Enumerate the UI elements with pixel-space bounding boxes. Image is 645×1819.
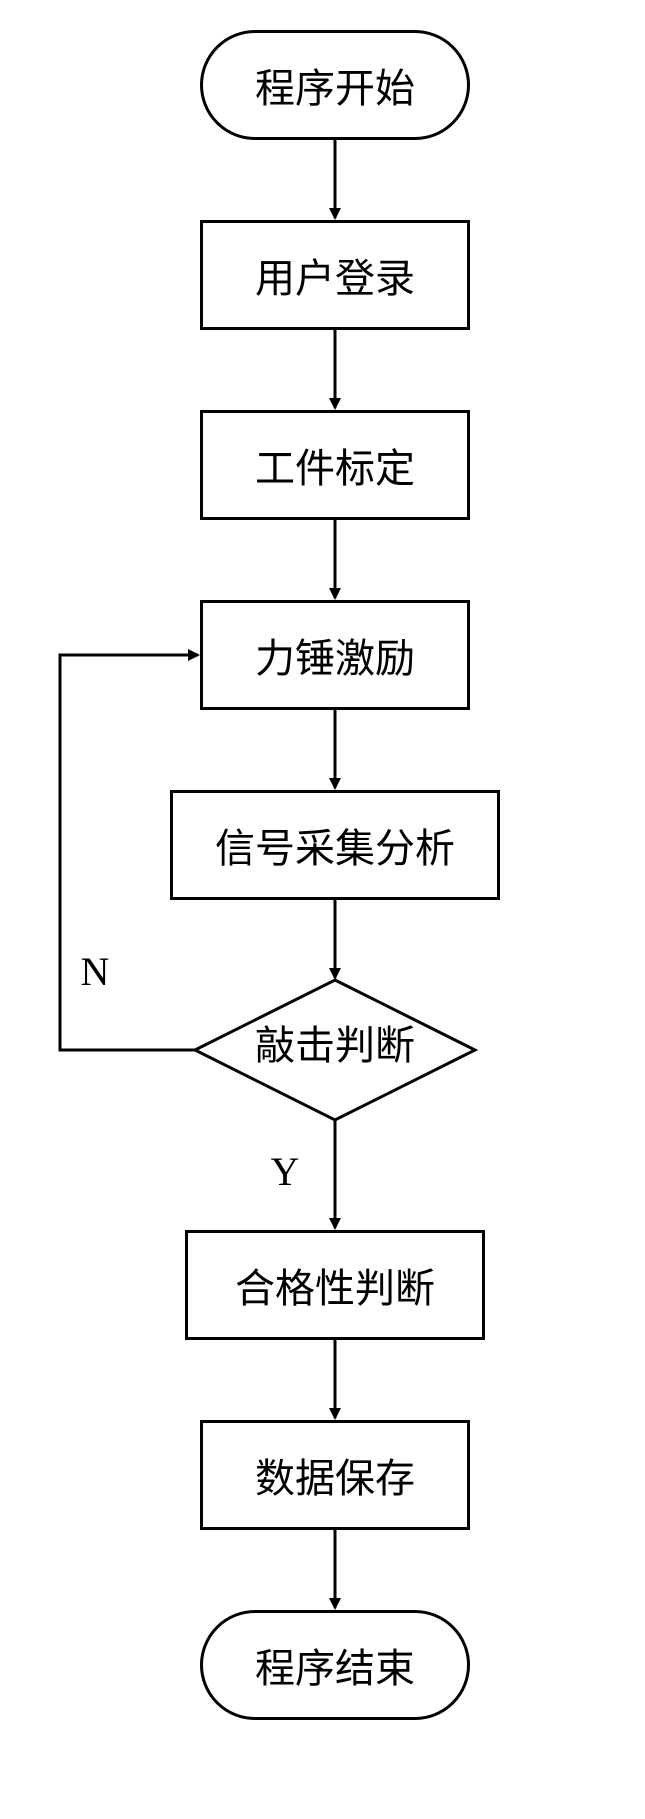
node-end-label: 程序结束 (255, 1636, 415, 1694)
edge-label-N: N (81, 949, 110, 994)
edge-label-Y: Y (271, 1149, 300, 1194)
node-hammer: 力锤激励 (200, 600, 470, 710)
node-save-label: 数据保存 (255, 1446, 415, 1504)
flowchart-canvas: 程序开始 用户登录 工件标定 力锤激励 信号采集分析 合格性判断 数据保存 程序… (0, 0, 645, 1819)
node-signal-label: 信号采集分析 (215, 816, 455, 874)
node-qual: 合格性判断 (185, 1230, 485, 1340)
node-tap (195, 980, 475, 1120)
node-start-label: 程序开始 (255, 56, 415, 114)
node-hammer-label: 力锤激励 (255, 626, 415, 684)
node-login: 用户登录 (200, 220, 470, 330)
node-qual-label: 合格性判断 (235, 1256, 435, 1314)
node-login-label: 用户登录 (255, 246, 415, 304)
node-save: 数据保存 (200, 1420, 470, 1530)
node-tap-label: 敲击判断 (255, 1023, 415, 1068)
node-signal: 信号采集分析 (170, 790, 500, 900)
node-calib-label: 工件标定 (255, 436, 415, 494)
node-calib: 工件标定 (200, 410, 470, 520)
node-start: 程序开始 (200, 30, 470, 140)
node-end: 程序结束 (200, 1610, 470, 1720)
